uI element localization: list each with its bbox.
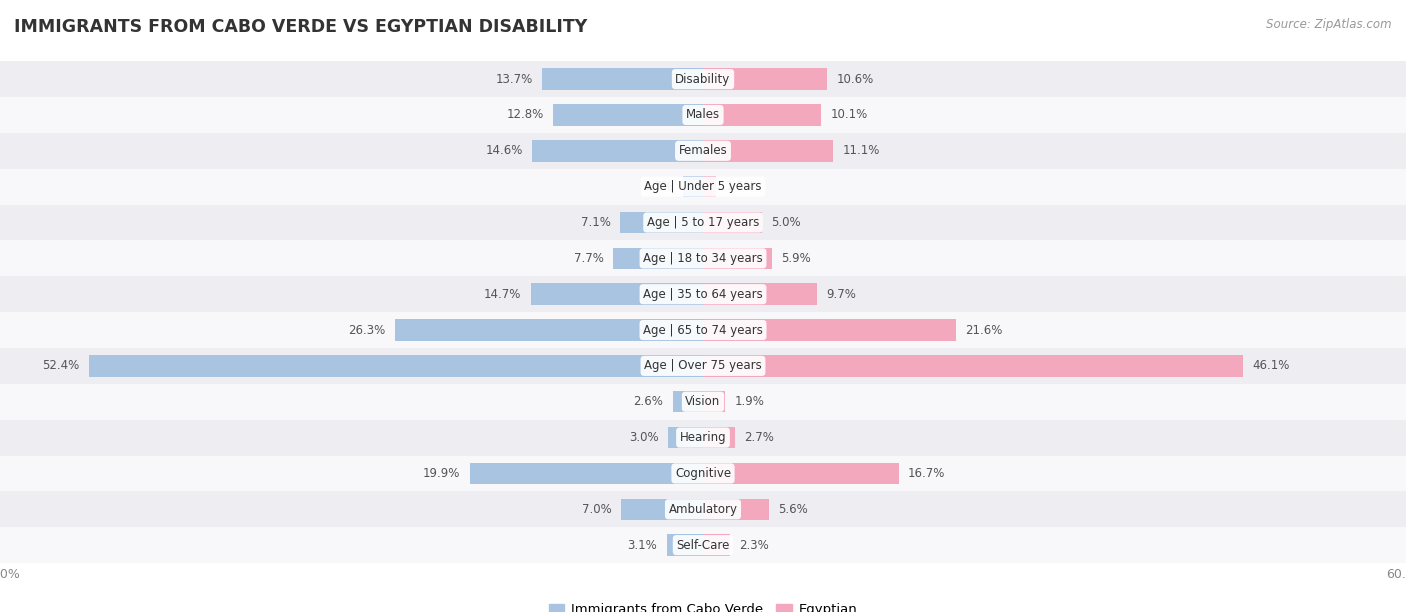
Bar <box>703 104 821 125</box>
Text: Hearing: Hearing <box>679 431 727 444</box>
Text: 21.6%: 21.6% <box>966 324 1002 337</box>
Bar <box>703 212 762 233</box>
Text: 12.8%: 12.8% <box>506 108 544 121</box>
Bar <box>395 319 703 341</box>
Text: Cognitive: Cognitive <box>675 467 731 480</box>
Text: IMMIGRANTS FROM CABO VERDE VS EGYPTIAN DISABILITY: IMMIGRANTS FROM CABO VERDE VS EGYPTIAN D… <box>14 18 588 36</box>
Bar <box>0 455 1406 491</box>
Text: Disability: Disability <box>675 73 731 86</box>
Text: 7.0%: 7.0% <box>582 503 612 516</box>
Text: Males: Males <box>686 108 720 121</box>
Bar <box>0 491 1406 527</box>
Bar <box>703 248 772 269</box>
Text: 13.7%: 13.7% <box>496 73 533 86</box>
Text: Source: ZipAtlas.com: Source: ZipAtlas.com <box>1267 18 1392 31</box>
Text: Age | 35 to 64 years: Age | 35 to 64 years <box>643 288 763 300</box>
Text: Age | 18 to 34 years: Age | 18 to 34 years <box>643 252 763 265</box>
Text: Self-Care: Self-Care <box>676 539 730 551</box>
Text: 11.1%: 11.1% <box>842 144 880 157</box>
Bar <box>620 212 703 233</box>
Text: 7.7%: 7.7% <box>574 252 603 265</box>
Bar <box>703 463 898 484</box>
Text: 7.1%: 7.1% <box>581 216 610 229</box>
Legend: Immigrants from Cabo Verde, Egyptian: Immigrants from Cabo Verde, Egyptian <box>543 598 863 612</box>
Bar <box>703 319 956 341</box>
Bar <box>531 283 703 305</box>
Bar <box>683 176 703 198</box>
Bar <box>703 427 734 449</box>
Text: 2.3%: 2.3% <box>740 539 769 551</box>
Bar <box>703 534 730 556</box>
Bar <box>668 427 703 449</box>
Bar <box>703 355 1243 376</box>
Text: 10.6%: 10.6% <box>837 73 873 86</box>
Text: Age | 65 to 74 years: Age | 65 to 74 years <box>643 324 763 337</box>
Bar <box>0 241 1406 276</box>
Text: Vision: Vision <box>685 395 721 408</box>
Bar <box>0 348 1406 384</box>
Text: 10.1%: 10.1% <box>831 108 868 121</box>
Bar <box>0 312 1406 348</box>
Bar <box>0 97 1406 133</box>
Text: 46.1%: 46.1% <box>1253 359 1289 372</box>
Text: Age | 5 to 17 years: Age | 5 to 17 years <box>647 216 759 229</box>
Text: 1.1%: 1.1% <box>725 180 755 193</box>
Bar <box>672 391 703 412</box>
Bar <box>621 499 703 520</box>
Text: 1.9%: 1.9% <box>734 395 765 408</box>
Text: 26.3%: 26.3% <box>349 324 385 337</box>
Text: 1.7%: 1.7% <box>644 180 673 193</box>
Text: Ambulatory: Ambulatory <box>668 503 738 516</box>
Bar <box>470 463 703 484</box>
Bar <box>0 384 1406 420</box>
Text: 5.6%: 5.6% <box>778 503 807 516</box>
Text: 2.7%: 2.7% <box>744 431 773 444</box>
Bar <box>0 420 1406 455</box>
Bar <box>666 534 703 556</box>
Bar <box>703 69 827 90</box>
Bar <box>553 104 703 125</box>
Bar <box>703 176 716 198</box>
Bar <box>703 140 832 162</box>
Bar <box>0 204 1406 241</box>
Bar <box>703 499 769 520</box>
Text: 9.7%: 9.7% <box>827 288 856 300</box>
Text: Age | Over 75 years: Age | Over 75 years <box>644 359 762 372</box>
Text: Age | Under 5 years: Age | Under 5 years <box>644 180 762 193</box>
Text: 16.7%: 16.7% <box>908 467 945 480</box>
Bar <box>0 61 1406 97</box>
Text: 3.0%: 3.0% <box>628 431 658 444</box>
Text: 14.6%: 14.6% <box>485 144 523 157</box>
Bar <box>0 527 1406 563</box>
Text: 19.9%: 19.9% <box>423 467 461 480</box>
Text: 3.1%: 3.1% <box>627 539 657 551</box>
Text: 52.4%: 52.4% <box>42 359 80 372</box>
Text: 14.7%: 14.7% <box>484 288 522 300</box>
Bar <box>703 283 817 305</box>
Bar <box>613 248 703 269</box>
Bar <box>543 69 703 90</box>
Bar <box>531 140 703 162</box>
Bar <box>0 169 1406 204</box>
Bar <box>703 391 725 412</box>
Bar <box>0 276 1406 312</box>
Bar <box>0 133 1406 169</box>
Text: 2.6%: 2.6% <box>633 395 664 408</box>
Text: 5.0%: 5.0% <box>770 216 800 229</box>
Text: 5.9%: 5.9% <box>782 252 811 265</box>
Text: Females: Females <box>679 144 727 157</box>
Bar <box>89 355 703 376</box>
